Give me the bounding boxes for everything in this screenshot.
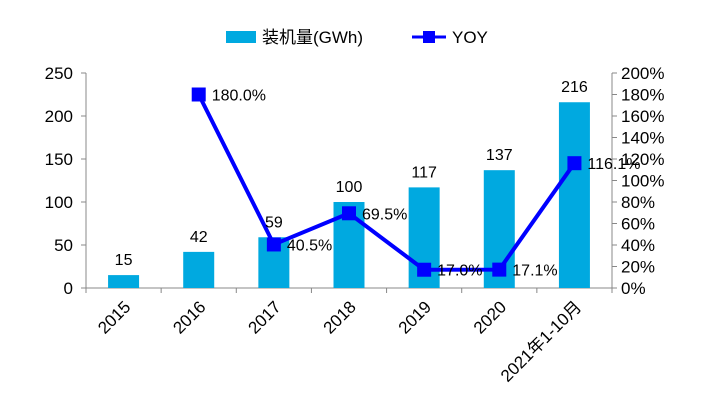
bar — [558, 102, 590, 289]
yoy-value-label: 180.0% — [212, 88, 266, 105]
bar-value-label: 117 — [411, 164, 437, 181]
yoy-marker — [191, 87, 206, 102]
bar-value-label: 137 — [486, 147, 513, 164]
yoy-value-label: 40.5% — [287, 237, 332, 254]
y-right-tick-label: 100% — [621, 172, 664, 191]
legend-swatch-marker — [423, 31, 435, 43]
line-series — [191, 87, 582, 277]
legend-swatch-bar — [226, 31, 256, 43]
yoy-marker — [417, 262, 432, 277]
bar-value-label: 59 — [265, 214, 283, 231]
x-tick-label: 2018 — [320, 297, 360, 337]
y-right-tick-label: 120% — [621, 150, 664, 169]
y-right-tick-label: 80% — [621, 193, 655, 212]
bar — [108, 275, 140, 288]
y-right-tick-label: 160% — [621, 107, 664, 126]
x-tick-label: 2017 — [245, 297, 285, 337]
y-right-tick-label: 60% — [621, 215, 655, 234]
yoy-value-label: 17.1% — [512, 263, 557, 280]
bar-value-label: 42 — [190, 229, 208, 246]
y-right-tick-label: 0% — [621, 279, 646, 298]
legend-label-line: YOY — [452, 28, 488, 47]
yoy-value-label: 69.5% — [362, 206, 407, 223]
y-left-tick-label: 100 — [45, 193, 73, 212]
y-left-tick-label: 150 — [45, 150, 73, 169]
data-labels: 15 42 59 100 117 137 216 180.0% 40.5% 69.5% 17.0% 1… — [115, 79, 641, 279]
x-tick-label: 2021年1-10月 — [497, 297, 585, 385]
bar-value-label: 100 — [336, 179, 363, 196]
yoy-marker — [266, 237, 281, 252]
y-right-tick-label: 20% — [621, 258, 655, 277]
y-left-tick-label: 0 — [64, 279, 73, 298]
bar — [183, 251, 215, 288]
y-left-tick-label: 200 — [45, 107, 73, 126]
y-right-tick-label: 140% — [621, 129, 664, 148]
x-tick-label: 2016 — [169, 297, 209, 337]
yoy-marker — [342, 206, 356, 221]
y-left-tick-label: 250 — [45, 64, 73, 83]
yoy-value-label: 17.0% — [437, 263, 482, 280]
legend-label-bar: 装机量(GWh) — [262, 28, 363, 47]
bar-series — [108, 102, 590, 289]
x-tick-label: 2019 — [395, 297, 435, 337]
x-tick-label: 2020 — [470, 297, 510, 337]
yoy-value-label: 116.1% — [587, 156, 640, 173]
legend: 装机量(GWh) YOY — [226, 28, 488, 47]
bar-value-label: 15 — [115, 252, 133, 269]
x-tick-label: 2015 — [94, 297, 134, 337]
y-left-tick-label: 50 — [54, 236, 73, 255]
yoy-line — [196, 93, 577, 272]
yoy-marker — [492, 262, 507, 277]
y-right-tick-label: 180% — [621, 86, 664, 105]
yoy-marker — [567, 156, 582, 171]
bar-value-label: 216 — [561, 79, 588, 96]
y-right-tick-label: 200% — [621, 64, 664, 83]
y-right-tick-label: 40% — [621, 236, 655, 255]
